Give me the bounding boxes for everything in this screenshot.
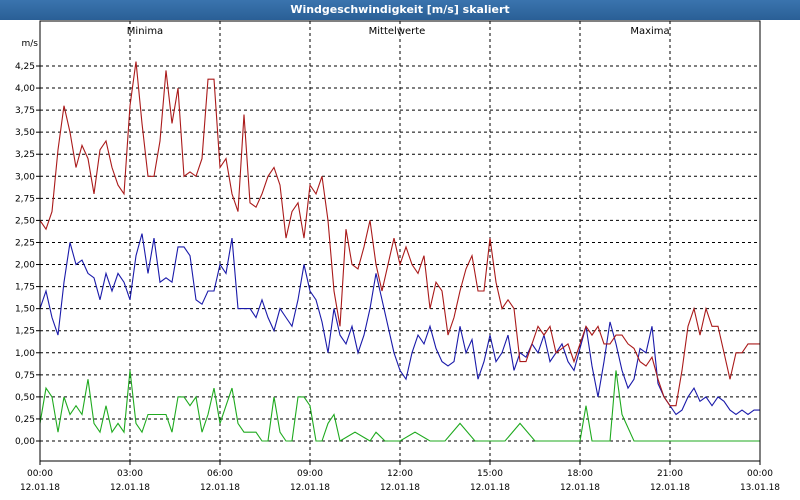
series-line-mittelwerte: [39, 233, 760, 416]
x-tick-time: 03:00: [117, 469, 143, 479]
x-tick-date: 12.01.18: [20, 483, 60, 493]
x-tick-date: 12.01.18: [560, 483, 600, 493]
x-tick-time: 00:00: [27, 469, 53, 479]
x-tick-time: 09:00: [297, 469, 323, 479]
x-tick-date: 12.01.18: [200, 483, 240, 493]
y-tick-label: 2,25: [15, 238, 35, 248]
legend-maxima: Maxima: [630, 26, 669, 37]
y-tick-label: 1,50: [15, 305, 35, 315]
y-tick-label: 2,75: [15, 194, 35, 204]
x-tick-time: 15:00: [477, 469, 503, 479]
series-layer: [39, 61, 760, 442]
y-tick-label: 4,00: [15, 84, 35, 94]
y-tick-label: 0,25: [15, 415, 35, 425]
y-tick-label: 1,25: [15, 327, 35, 337]
y-tick-label: 0,50: [15, 393, 35, 403]
window-title: Windgeschwindigkeit [m/s] skaliert: [0, 0, 800, 20]
y-tick-label: 3,75: [15, 106, 35, 116]
y-tick-label: 0,00: [15, 437, 35, 447]
legend: Minima Mittelwerte Maxima: [127, 26, 670, 37]
x-tick-date: 12.01.18: [110, 483, 150, 493]
y-tick-label: 4,25: [15, 62, 35, 72]
x-tick-time: 18:00: [567, 469, 593, 479]
grid: [40, 21, 760, 461]
y-tick-label: 0,75: [15, 371, 35, 381]
line-chart: 0,00 0,25 0,50 0,75 1,00 1,25 1,50 1,75 2,00 2,25…: [15, 20, 780, 493]
x-tick-date: 13.01.18: [740, 483, 780, 493]
x-tick-time: 06:00: [207, 469, 233, 479]
legend-mittelwerte: Mittelwerte: [369, 26, 426, 37]
y-unit-label: m/s: [22, 39, 39, 49]
y-tick-label: 1,00: [15, 349, 35, 359]
y-tick-label: 3,50: [15, 128, 35, 138]
x-tick-date: 12.01.18: [650, 483, 690, 493]
x-tick-date: 12.01.18: [290, 483, 330, 493]
legend-minima: Minima: [127, 26, 163, 37]
y-tick-label: 3,25: [15, 150, 35, 160]
x-tick-time: 12:00: [387, 469, 413, 479]
series-line-minima: [39, 370, 760, 442]
y-tick-label: 2,50: [15, 216, 35, 226]
x-tick-time: 00:00: [747, 469, 773, 479]
y-tick-label: 3,00: [15, 172, 35, 182]
series-line-maxima: [39, 61, 760, 407]
y-tick-label: 2,00: [15, 261, 35, 271]
x-tick-date: 12.01.18: [470, 483, 510, 493]
x-tick-date: 12.01.18: [380, 483, 420, 493]
y-tick-label: 1,75: [15, 283, 35, 293]
axes: 0,00 0,25 0,50 0,75 1,00 1,25 1,50 1,75 2,00 2,25…: [15, 20, 780, 493]
x-tick-time: 21:00: [657, 469, 683, 479]
